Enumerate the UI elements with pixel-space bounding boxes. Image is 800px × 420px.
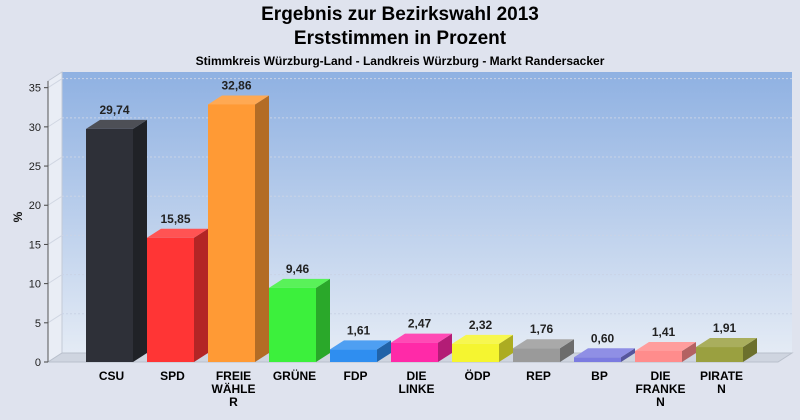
bar-front bbox=[696, 347, 743, 362]
x-tick-label: GRÜNE bbox=[273, 368, 316, 383]
bar-front bbox=[513, 348, 560, 362]
bar-front bbox=[269, 287, 316, 362]
bar-grüne bbox=[269, 278, 330, 362]
x-tick-label: BP bbox=[591, 369, 608, 383]
bar-side bbox=[438, 333, 452, 362]
bar-csu bbox=[86, 119, 147, 362]
bar-front bbox=[208, 104, 255, 363]
bar-value-label: 9,46 bbox=[286, 262, 310, 276]
gridline-side bbox=[47, 117, 63, 128]
bar-side bbox=[621, 348, 635, 362]
bar-piraten bbox=[696, 338, 757, 362]
bar-value-label: 29,74 bbox=[99, 103, 129, 117]
gridline-side bbox=[47, 313, 63, 324]
bar-top bbox=[269, 278, 330, 288]
bar-value-label: 1,91 bbox=[713, 321, 737, 335]
bar-fdp bbox=[330, 340, 391, 362]
bar-value-label: 1,41 bbox=[652, 325, 676, 339]
bar-spd bbox=[147, 228, 208, 362]
bar-front bbox=[452, 343, 499, 362]
x-tick-label: PIRATE N bbox=[700, 369, 743, 396]
bar-front bbox=[86, 128, 133, 362]
bar-side bbox=[377, 340, 391, 362]
bar-top bbox=[574, 348, 635, 358]
bar-side bbox=[560, 339, 574, 362]
bar-front bbox=[330, 349, 377, 362]
gridline-side bbox=[47, 274, 63, 285]
bar-top bbox=[330, 340, 391, 350]
bar-side bbox=[499, 334, 513, 362]
y-tick-label: 30 bbox=[29, 122, 41, 134]
bar-front bbox=[147, 237, 194, 362]
x-tick-label: DIE LINKE bbox=[399, 369, 435, 396]
bar-top bbox=[635, 341, 696, 351]
bar-top bbox=[513, 339, 574, 349]
x-tick-label: CSU bbox=[99, 369, 124, 383]
bar-top bbox=[147, 228, 208, 238]
y-tick-label: 0 bbox=[35, 357, 41, 369]
y-axis-label: % bbox=[11, 211, 25, 222]
y-tick-label: 10 bbox=[29, 279, 41, 291]
bar-side bbox=[743, 338, 757, 362]
gridline-side bbox=[47, 195, 63, 206]
bar-freie-wähler bbox=[208, 95, 269, 363]
x-tick-label: SPD bbox=[160, 369, 185, 383]
bar-top bbox=[391, 333, 452, 343]
gridline-side bbox=[47, 235, 63, 245]
y-tick-label: 15 bbox=[29, 239, 41, 251]
gridline-side bbox=[47, 78, 63, 89]
bar-top bbox=[696, 338, 757, 348]
bar-front bbox=[391, 342, 438, 362]
x-tick-label: FDP bbox=[344, 369, 368, 383]
x-tick-label: ÖDP bbox=[464, 368, 490, 383]
chart-title: Ergebnis zur Bezirkswahl 2013 bbox=[261, 4, 539, 25]
bar-value-label: 1,61 bbox=[347, 323, 371, 337]
bar-side bbox=[133, 119, 147, 362]
x-tick-label: DIE FRANKE N bbox=[636, 369, 686, 409]
bar-value-label: 2,47 bbox=[408, 317, 432, 331]
y-tick-label: 35 bbox=[29, 83, 41, 95]
bar-front bbox=[635, 350, 682, 362]
x-tick-label: REP bbox=[526, 369, 551, 383]
bar-top bbox=[86, 119, 147, 129]
bar-front bbox=[574, 357, 621, 362]
bar-die-franken bbox=[635, 341, 696, 362]
bar-side bbox=[255, 95, 269, 363]
bar-die-linke bbox=[391, 333, 452, 362]
chart-subtitle: Erststimmen in Prozent bbox=[293, 28, 507, 49]
bar-top bbox=[452, 334, 513, 344]
bar-ödp bbox=[452, 334, 513, 362]
bar-value-label: 0,60 bbox=[591, 331, 615, 345]
gridline-side bbox=[47, 156, 63, 167]
y-tick-label: 25 bbox=[29, 161, 41, 173]
bar-side bbox=[316, 278, 330, 362]
bar-top bbox=[208, 95, 269, 105]
x-tick-label: FREIE WÄHLE R bbox=[212, 369, 256, 409]
bar-value-label: 15,85 bbox=[160, 212, 190, 226]
bar-bp bbox=[574, 348, 635, 362]
y-tick-label: 20 bbox=[29, 200, 41, 212]
y-tick-label: 5 bbox=[35, 318, 41, 330]
bar-value-label: 1,76 bbox=[530, 322, 554, 336]
bar-value-label: 2,32 bbox=[469, 318, 493, 332]
bar-rep bbox=[513, 339, 574, 362]
chart-caption: Stimmkreis Würzburg-Land - Landkreis Wür… bbox=[195, 54, 605, 68]
bar-side bbox=[682, 341, 696, 362]
bar-value-label: 32,86 bbox=[221, 78, 251, 92]
bar-side bbox=[194, 228, 208, 362]
